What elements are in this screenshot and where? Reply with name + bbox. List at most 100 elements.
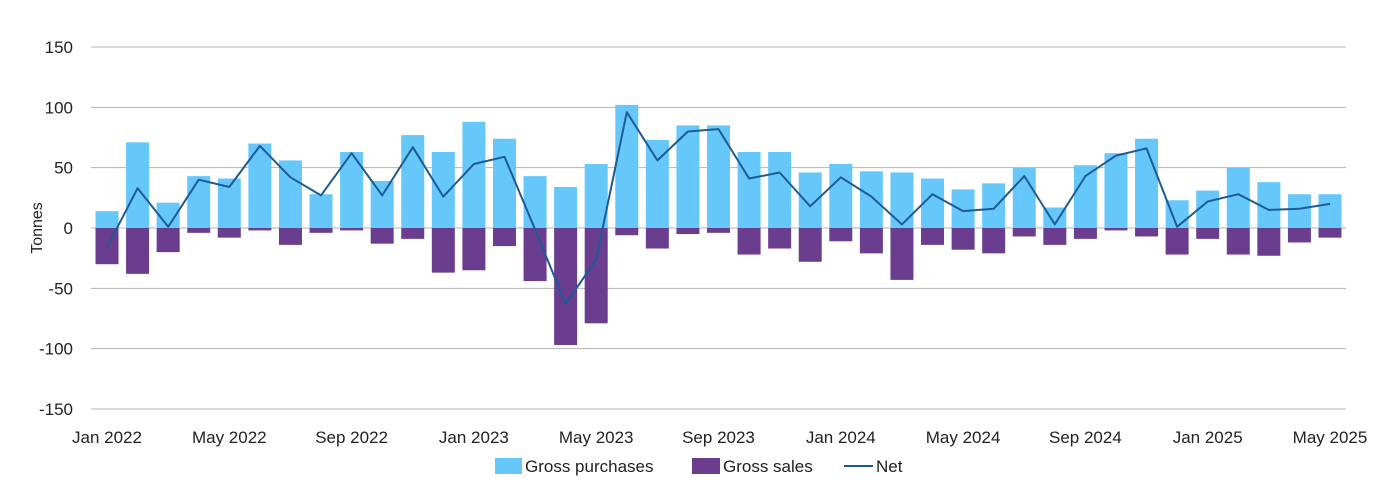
bar-gross-sales xyxy=(1257,228,1281,256)
y-tick-label: 0 xyxy=(64,219,73,238)
bar-gross-sales xyxy=(859,228,883,254)
x-tick-label: Jan 2024 xyxy=(806,428,876,447)
y-tick-label: 100 xyxy=(45,98,73,117)
bar-gross-purchases xyxy=(645,139,669,228)
bar-gross-sales xyxy=(982,228,1006,254)
bar-gross-purchases xyxy=(217,178,241,228)
bar-gross-sales xyxy=(890,228,914,280)
legend-label-net: Net xyxy=(876,457,903,476)
bar-gross-purchases xyxy=(248,143,272,228)
y-tick-label: -150 xyxy=(39,400,73,419)
bar-gross-sales xyxy=(309,228,333,233)
bar-gross-purchases xyxy=(187,176,211,228)
x-tick-label: Jan 2025 xyxy=(1173,428,1243,447)
bar-gross-purchases xyxy=(859,171,883,228)
bar-gross-purchases xyxy=(737,151,761,228)
bar-gross-sales xyxy=(431,228,455,273)
y-tick-label: 150 xyxy=(45,38,73,57)
bar-gross-purchases xyxy=(951,189,975,228)
bar-gross-sales xyxy=(768,228,792,249)
bar-gross-sales xyxy=(217,228,241,238)
x-tick-label: Sep 2023 xyxy=(682,428,755,447)
x-tick-label: Sep 2022 xyxy=(315,428,388,447)
legend-swatch-gross-sales xyxy=(692,458,720,474)
x-tick-label: May 2024 xyxy=(926,428,1001,447)
net-line xyxy=(106,111,1331,305)
bar-gross-sales xyxy=(951,228,975,250)
bar-gross-purchases xyxy=(1043,207,1067,228)
x-tick-label: Jan 2022 xyxy=(72,428,142,447)
bar-gross-sales xyxy=(248,228,272,231)
bar-gross-purchases xyxy=(829,164,853,228)
bar-gross-sales xyxy=(1287,228,1311,243)
x-tick-label: May 2022 xyxy=(192,428,267,447)
bar-gross-sales xyxy=(676,228,700,235)
y-tick-label: -50 xyxy=(48,279,73,298)
bar-gross-sales xyxy=(615,228,639,236)
bar-gross-sales xyxy=(737,228,761,255)
x-tick-label: Sep 2024 xyxy=(1049,428,1122,447)
bar-gross-sales xyxy=(1104,228,1128,231)
bar-gross-purchases xyxy=(554,186,578,228)
bar-gross-purchases xyxy=(890,172,914,228)
bar-gross-purchases xyxy=(982,183,1006,228)
bar-gross-sales xyxy=(1073,228,1097,239)
line-net xyxy=(106,111,1331,305)
y-axis-title: Tonnes xyxy=(29,202,46,254)
bar-gross-sales xyxy=(921,228,945,245)
bar-gross-sales xyxy=(829,228,853,242)
bar-gross-purchases xyxy=(523,176,547,228)
legend-swatch-gross-purchases xyxy=(495,458,522,474)
bar-gross-purchases xyxy=(1135,138,1159,228)
bar-gross-purchases xyxy=(1318,194,1342,228)
bar-gross-sales xyxy=(584,228,608,324)
bar-gross-sales xyxy=(645,228,669,249)
bar-gross-purchases xyxy=(492,138,516,228)
bar-gross-sales xyxy=(1318,228,1342,238)
bar-gross-purchases xyxy=(1257,182,1281,228)
bar-gross-sales xyxy=(401,228,425,239)
bar-gross-sales xyxy=(492,228,516,247)
bar-gross-purchases xyxy=(921,178,945,228)
bar-gross-sales xyxy=(278,228,302,245)
bar-gross-sales xyxy=(156,228,180,253)
bar-gross-purchases xyxy=(156,202,180,228)
bar-gross-purchases xyxy=(95,211,119,228)
bar-gross-sales xyxy=(340,228,364,231)
bar-gross-purchases xyxy=(1104,153,1128,228)
bar-gross-sales xyxy=(798,228,822,262)
bar-gross-sales xyxy=(1226,228,1250,255)
y-tick-label: -100 xyxy=(39,340,73,359)
x-tick-label: Jan 2023 xyxy=(439,428,509,447)
bar-gross-purchases xyxy=(707,125,730,228)
y-axis-ticks: 150 100 50 0 -50 -100 -150 xyxy=(39,38,73,419)
bar-gross-sales xyxy=(1165,228,1189,255)
bar-gross-sales xyxy=(462,228,486,271)
bars xyxy=(95,104,1342,346)
bar-gross-purchases xyxy=(584,164,608,228)
bar-gross-sales xyxy=(370,228,394,244)
bar-gross-purchases xyxy=(340,151,364,228)
bar-gross-purchases xyxy=(798,172,822,228)
bar-gross-sales xyxy=(1043,228,1067,245)
bar-gross-purchases xyxy=(1226,167,1250,228)
x-axis-ticks: Jan 2022 May 2022 Sep 2022 Jan 2023 May 2023… xyxy=(72,428,1367,447)
bar-gross-sales xyxy=(187,228,211,233)
x-tick-label: May 2025 xyxy=(1293,428,1368,447)
bar-gross-sales xyxy=(1012,228,1036,237)
bar-gross-sales xyxy=(707,228,730,233)
x-tick-label: May 2023 xyxy=(559,428,634,447)
bar-gross-purchases xyxy=(278,160,302,228)
bar-gross-purchases xyxy=(126,142,150,228)
bar-gross-purchases xyxy=(676,125,700,228)
bar-gross-purchases xyxy=(1073,165,1097,228)
bar-gross-purchases xyxy=(309,194,333,228)
legend-label-gross-sales: Gross sales xyxy=(723,457,813,476)
bar-gross-sales xyxy=(523,228,547,282)
bar-gross-sales xyxy=(1196,228,1220,239)
y-tick-label: 50 xyxy=(54,159,73,178)
legend: Gross purchases Gross sales Net xyxy=(495,457,903,476)
bar-gross-sales xyxy=(554,228,578,346)
bar-gross-sales xyxy=(126,228,150,274)
